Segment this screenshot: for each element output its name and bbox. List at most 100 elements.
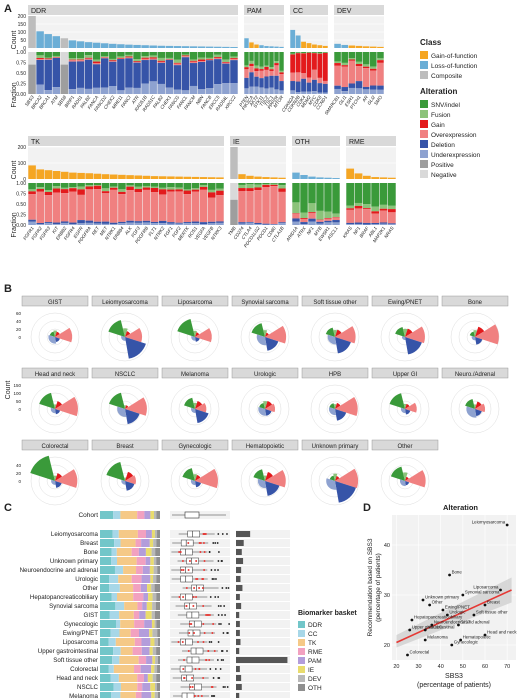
panelA-fraction-seg: [133, 59, 141, 62]
panelC-fraction-seg: [100, 539, 115, 547]
panelA-strip-ie: [230, 136, 286, 146]
panelA-count-bar: [238, 174, 246, 179]
panelC-point: [191, 677, 194, 679]
panelB-wedge: [475, 324, 499, 345]
panelA-count-bar: [183, 176, 192, 179]
panelC-fraction-seg: [142, 602, 147, 610]
panelA-count-bar: [118, 174, 126, 179]
panelA-count-bar: [76, 41, 85, 48]
panelA-count-bar: [312, 44, 317, 48]
panelC-count-bar: [236, 675, 242, 681]
panelB-strip: [91, 439, 159, 451]
panelA-fraction-seg: [158, 189, 167, 195]
panelA-fraction-seg: [216, 195, 224, 222]
panelA-count-bar: [117, 44, 125, 48]
panelA-fraction-seg: [76, 52, 85, 59]
panelC-fraction-seg: [150, 575, 154, 583]
panelA-fraction-seg: [93, 221, 102, 224]
panelA-fraction-seg: [278, 191, 286, 223]
panelC-point: [181, 560, 184, 562]
panelA-fraction-seg: [93, 185, 102, 190]
panelB-wedge: [55, 469, 78, 488]
panelD-point: [448, 573, 451, 577]
panelA-fraction-seg: [199, 224, 208, 225]
panelC-fraction-seg: [100, 602, 116, 610]
panelC-row-label: Colorectal: [70, 666, 98, 673]
panelA-count-bar: [348, 45, 356, 48]
panelA-legend-alt-swatch: [420, 160, 428, 168]
panelB-tick: 0: [18, 335, 21, 340]
panelA-fraction-seg: [216, 183, 224, 189]
panelC-outlier: [212, 695, 215, 697]
panelA-count-tick: 150: [18, 22, 27, 28]
panelC-fraction-seg: [151, 611, 155, 619]
panelC-box: [179, 665, 193, 673]
panelA-fraction-seg: [290, 52, 296, 54]
panelA-fraction-seg: [254, 183, 262, 185]
panelB-grid-circle: [310, 384, 360, 434]
panelA-fraction-seg: [259, 78, 264, 88]
panelC-row-label: Breast: [80, 540, 98, 547]
panelA-fraction-seg: [117, 90, 125, 94]
panelC-box: [180, 566, 193, 574]
panelA-fraction-seg: [362, 52, 370, 65]
panelA-count-bar: [292, 172, 300, 179]
panelC-fraction-seg: [154, 530, 158, 538]
panelA-fraction-seg: [191, 223, 200, 225]
panelB-wedge: [469, 331, 475, 337]
panelA-fraction-seg: [290, 90, 296, 94]
panelB-wedge: [405, 328, 413, 337]
panelA-count-bar: [274, 46, 279, 48]
panelA-fraction-seg: [379, 183, 388, 205]
panelA-fraction-seg: [158, 183, 167, 188]
panelA-fraction-seg: [300, 222, 308, 225]
panelA-count-bar: [197, 46, 206, 48]
panelC-row-label: Melanoma: [69, 693, 98, 698]
panelA-fraction-seg: [117, 58, 125, 60]
panelA-count-bar: [205, 46, 214, 48]
panelC-count-bg: [236, 665, 290, 673]
panelC-count-bg: [236, 620, 290, 628]
panelB-strip: [91, 295, 159, 307]
panelA-fraction-seg: [173, 65, 182, 90]
panelA-fraction-seg: [377, 62, 384, 86]
panelA-fraction-seg: [52, 224, 61, 225]
panelA-fraction-seg: [142, 185, 151, 188]
panelA-count-bar: [44, 34, 52, 48]
panelC-fraction-seg: [157, 692, 160, 698]
panelA-fraction-seg: [264, 88, 269, 94]
panelA-fraction-seg: [348, 58, 356, 60]
panelA-fraction-seg: [387, 183, 396, 206]
panelA-fraction-seg: [259, 66, 264, 70]
panelA-fraction-seg: [230, 183, 238, 200]
panelC-outlier: [209, 668, 212, 670]
panelA-count-bar: [134, 175, 143, 179]
panelA-fraction-seg: [379, 204, 388, 209]
panelB-tick: 60: [16, 311, 22, 316]
panelB-wedge: [263, 330, 268, 337]
panelC-fraction-seg: [146, 602, 153, 610]
panelB-wedge: [195, 337, 200, 342]
panelB-grid-circle: [100, 384, 150, 434]
panelA-count-bar: [222, 46, 230, 48]
panelC-fraction-seg: [150, 638, 155, 646]
panelB-wedge: [53, 475, 57, 481]
panelC-cohort-seg: [120, 511, 138, 519]
panelA-fraction-seg: [308, 213, 316, 219]
panelC-count-bg: [236, 584, 290, 592]
panelC-count-bar: [236, 576, 241, 582]
panelC-count-bg: [236, 692, 290, 698]
panelA-fraction-seg: [295, 81, 301, 93]
panelC-legend-label: TK: [308, 640, 317, 647]
panelA-fraction-seg: [92, 59, 101, 62]
panelA-fraction-seg: [134, 192, 143, 222]
panelA-count-bar: [36, 31, 44, 48]
panelA-fraction-seg: [269, 87, 274, 94]
panelC-legend-label: CC: [308, 631, 318, 638]
panelB-wedge: [195, 328, 212, 343]
panelC-fraction-seg: [135, 539, 142, 547]
panelC-point: [193, 632, 196, 634]
panelA-fraction-seg: [354, 202, 363, 206]
panelA-fraction-seg: [207, 189, 216, 193]
panelA-fraction-seg: [238, 184, 246, 189]
